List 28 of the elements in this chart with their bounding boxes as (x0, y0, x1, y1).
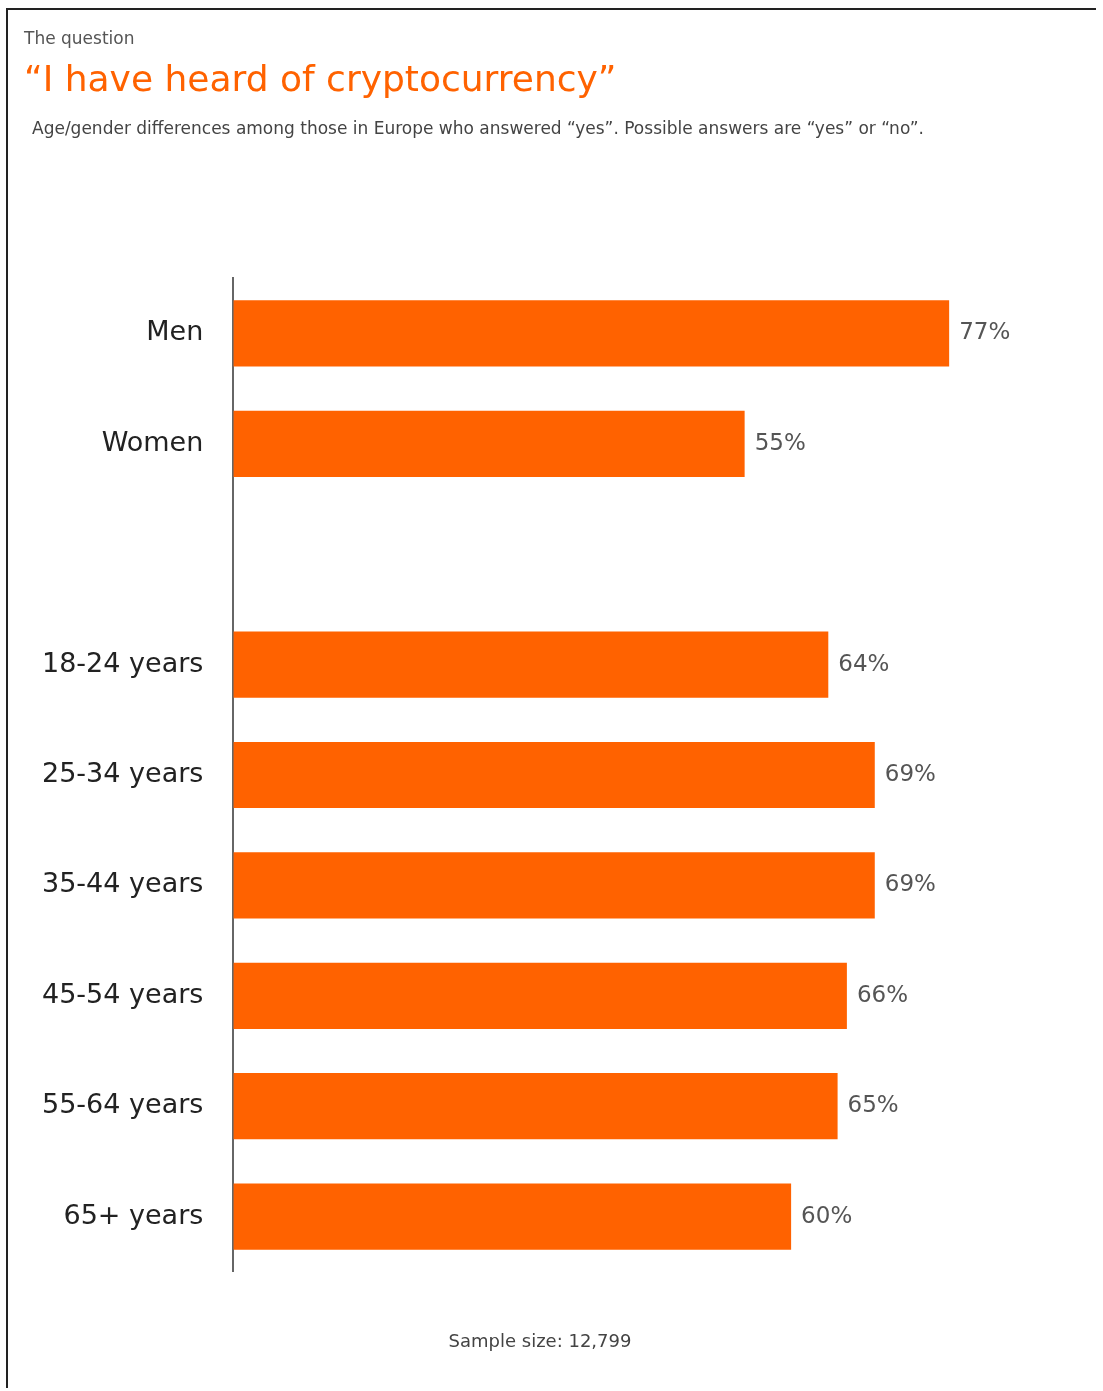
y-tick-label: 35-44 years (42, 867, 204, 899)
bar (233, 1073, 838, 1140)
chart-title: “I have heard of cryptocurrency” (24, 58, 617, 99)
data-label: 69% (884, 870, 936, 897)
bar (233, 741, 875, 809)
data-label: 65% (847, 1091, 899, 1118)
data-label: 69% (884, 759, 936, 786)
y-tick-label: 45-54 years (42, 977, 204, 1009)
data-label: 77% (959, 318, 1011, 345)
y-tick-label: 65+ years (63, 1198, 204, 1230)
data-label: 60% (801, 1201, 853, 1228)
y-tick-label: Women (101, 425, 204, 457)
bar (233, 852, 875, 919)
bar (233, 962, 847, 1029)
text: The question (24, 28, 135, 48)
data-label: 66% (856, 980, 909, 1007)
text: Sample size: 12,799 (447, 1330, 633, 1351)
bar (233, 410, 745, 477)
chart-subtitle: Age/gender differences among those in Europe who answered “yes”. Possible answers are “yes” or “no”. (32, 118, 924, 138)
data-label: 55% (754, 428, 806, 455)
bar (233, 631, 829, 698)
y-tick-label: 25-34 years (42, 757, 204, 789)
y-tick-label: Men (146, 315, 204, 347)
y-tick-label: 18-24 years (42, 646, 204, 678)
y-tick-label: 55-64 years (42, 1088, 204, 1120)
bar (233, 300, 950, 367)
data-label: 64% (838, 649, 890, 676)
bar (233, 1183, 792, 1250)
